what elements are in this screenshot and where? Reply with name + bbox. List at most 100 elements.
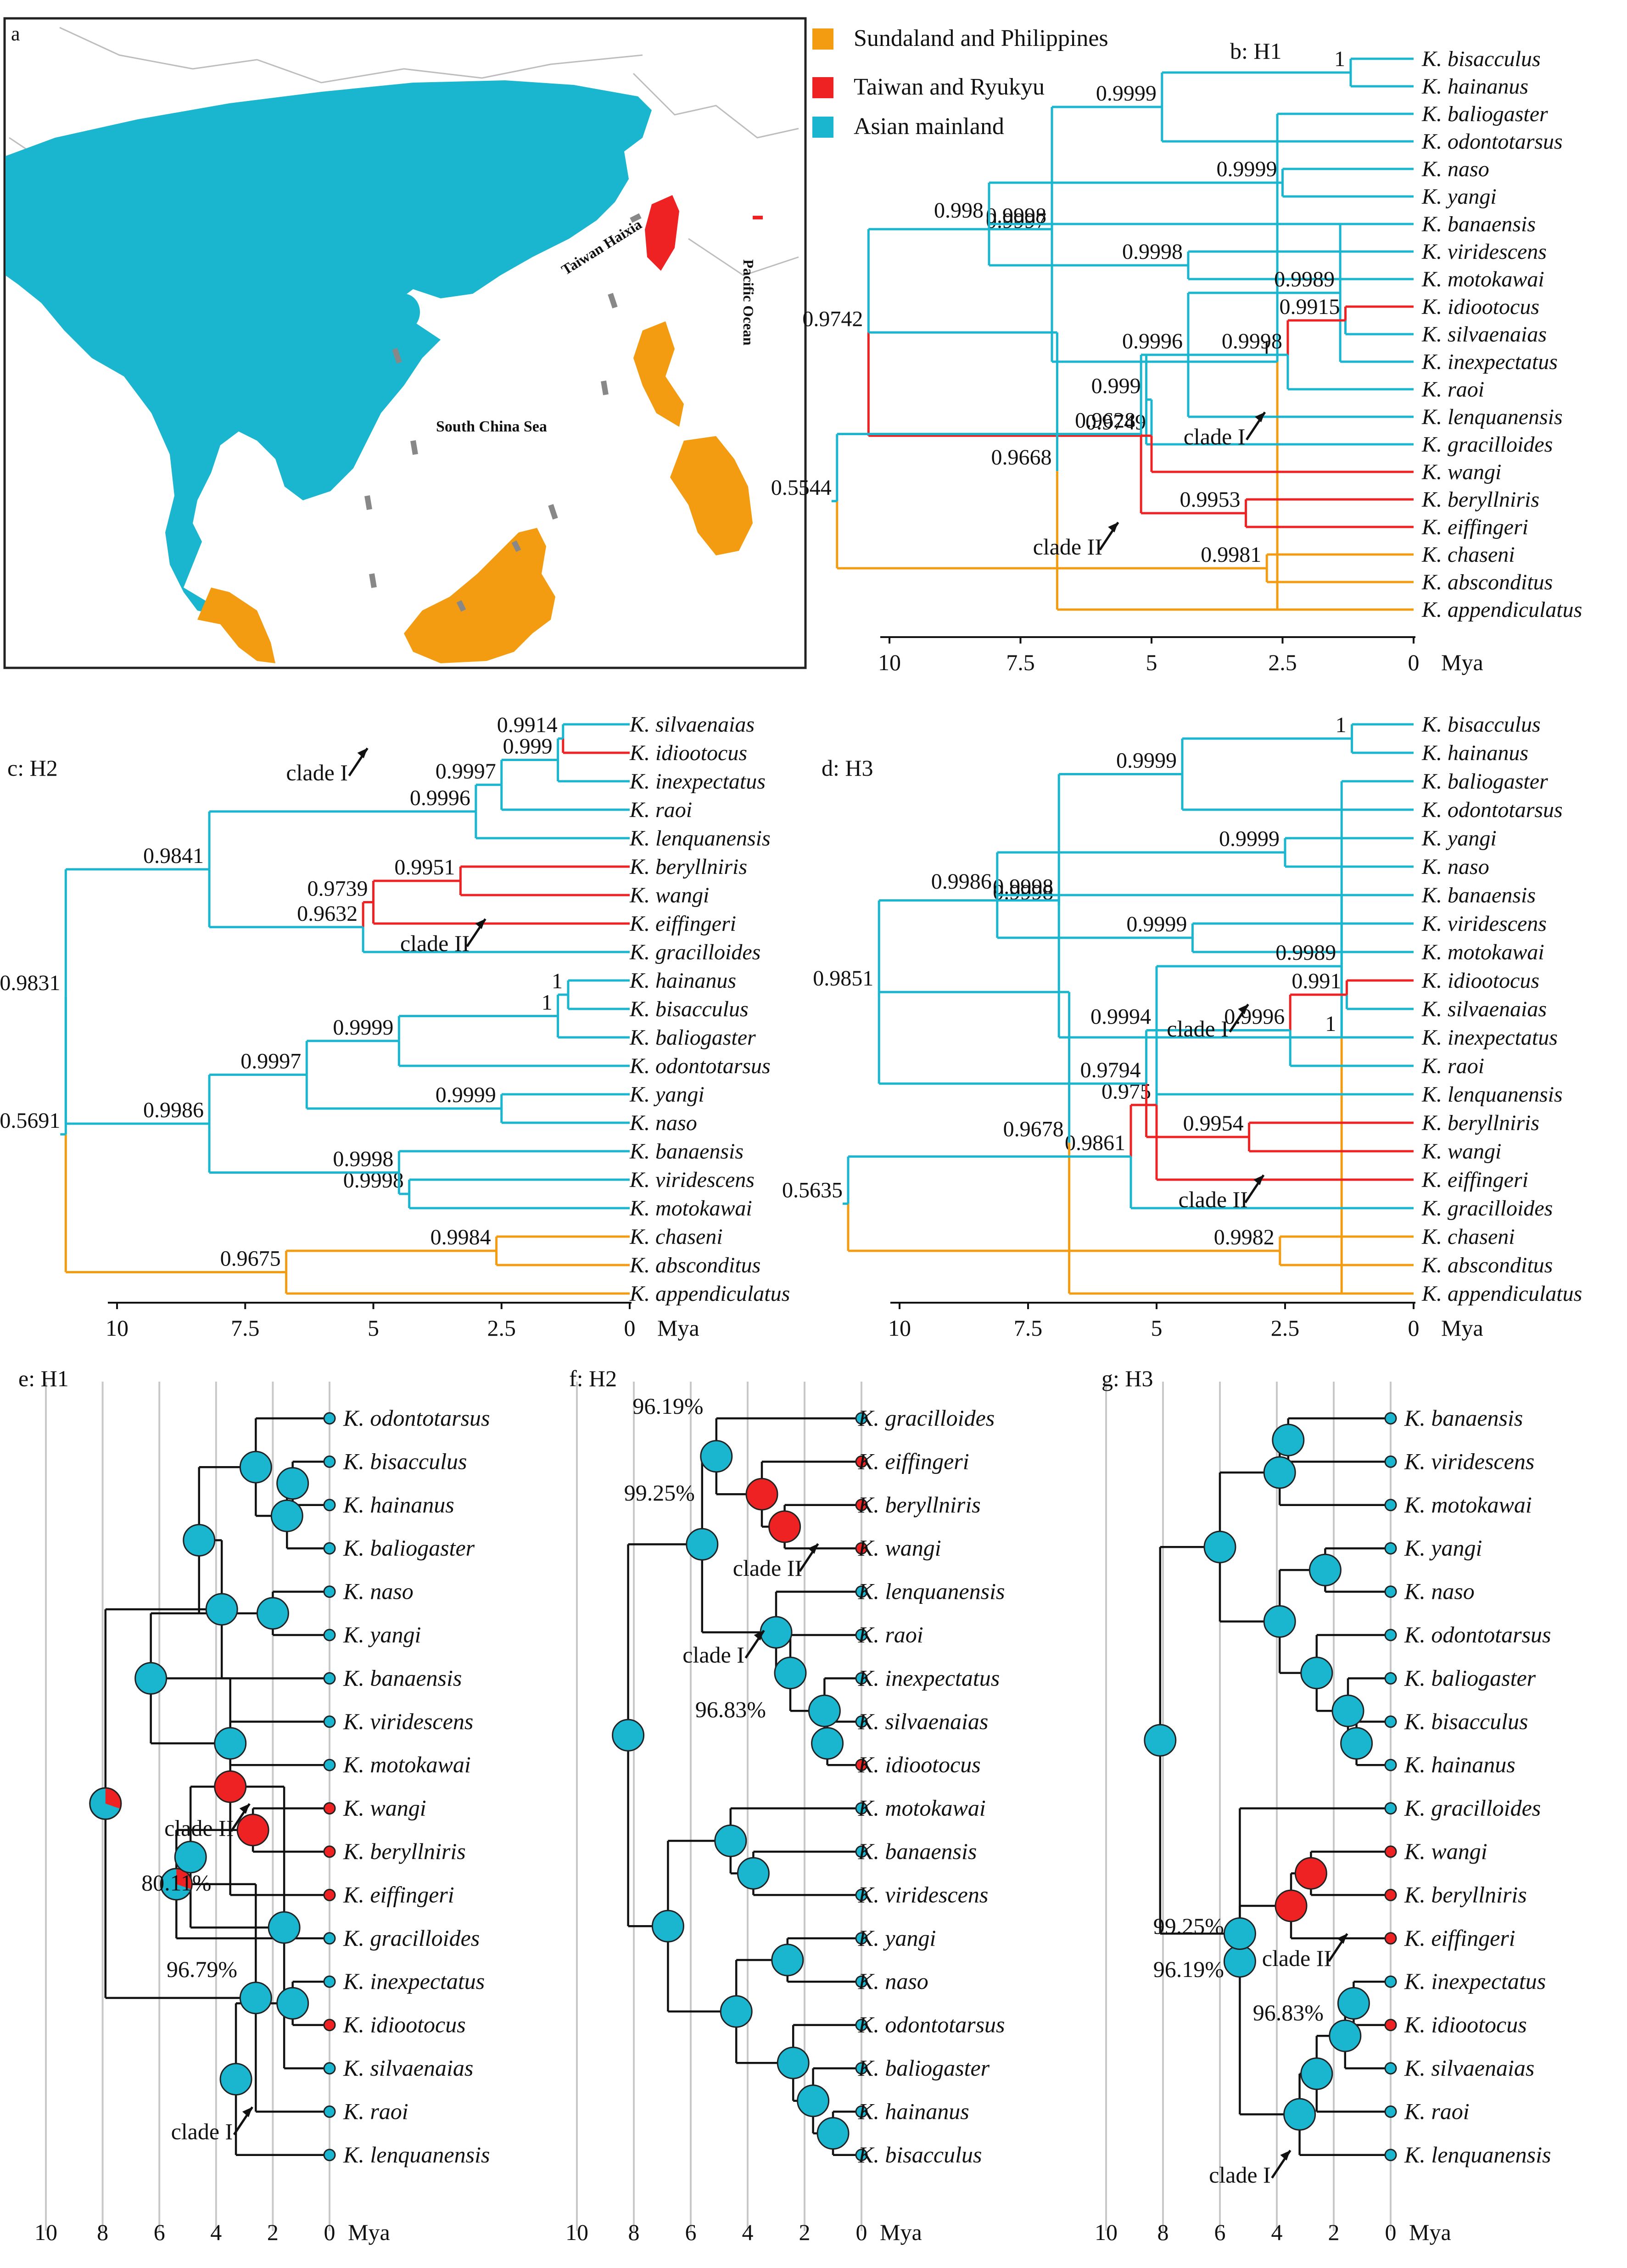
ancestral-area-pie <box>276 1987 309 2020</box>
ancestral-area-pie <box>268 1911 301 1944</box>
ancestral-area-pie <box>771 1943 804 1977</box>
tip-dot <box>1384 1629 1397 1641</box>
tree-panel-e: K. odontotarsus K. bisacculus K. hainanus K… <box>18 1366 490 2245</box>
tip-label: K. wangi <box>629 883 709 907</box>
hainan-island <box>388 294 420 330</box>
tip-label: K. hainanus <box>1421 741 1528 765</box>
axis-tick-label: 2.5 <box>1271 1315 1300 1341</box>
support-label: 0.9953 <box>1180 487 1241 512</box>
tip-dot <box>1384 1715 1397 1728</box>
taiwan-region <box>645 195 679 271</box>
tip-label: K. odontotarsus <box>629 1054 771 1078</box>
tip-label: K. odontotarsus <box>1404 1622 1551 1647</box>
support-label: 0.5635 <box>782 1178 843 1202</box>
tip-dot <box>323 1455 336 1468</box>
ancestral-area-pie <box>612 1719 645 1752</box>
tip-dot <box>323 2149 336 2162</box>
tip-label: K. wangi <box>1421 460 1501 484</box>
tip-dot <box>323 1412 336 1425</box>
tip-label: K. yangi <box>858 1925 936 1951</box>
support-label: 0.9999 <box>333 1015 393 1040</box>
ryukyu-islands <box>753 216 763 219</box>
axis-tick-label: 2 <box>1328 2219 1340 2245</box>
tip-label: K. motokawai <box>1421 940 1544 964</box>
axis-unit-label: Mya <box>1441 650 1483 675</box>
support-label: 0.999 <box>1091 374 1141 398</box>
tip-label: K. absconditus <box>1421 570 1553 594</box>
tip-label: K. banaensis <box>858 1838 977 1864</box>
tip-label: K. yangi <box>1421 826 1497 851</box>
legend-swatch-sunda <box>812 28 833 50</box>
axis-tick-label: 7.5 <box>231 1315 260 1341</box>
axis-tick-label: 10 <box>1095 2219 1118 2245</box>
annotation-label: clade I <box>1184 424 1246 449</box>
tip-dot <box>855 1845 868 1858</box>
annotation-label: clade II <box>1262 1945 1331 1971</box>
ancestral-area-pie <box>134 1662 168 1695</box>
philippines-region <box>633 321 753 555</box>
annotation-label: clade II <box>400 930 470 956</box>
clade-arrowhead <box>475 919 486 929</box>
ancestral-area-pie <box>214 1770 247 1803</box>
axis-tick-label: 8 <box>97 2219 108 2245</box>
axis-unit-label: Mya <box>1409 2219 1451 2245</box>
ancestral-area-pie <box>239 1982 272 2015</box>
tip-dot <box>1384 1585 1397 1598</box>
axis-tick-label: 0 <box>624 1315 636 1341</box>
ancestral-area-pie <box>236 1814 269 1847</box>
axis-tick-label: 8 <box>628 2219 640 2245</box>
tip-dot <box>855 1975 868 1988</box>
tip-label: K. yangi <box>1421 185 1497 209</box>
tip-label: K. hainanus <box>858 2098 969 2124</box>
tree-panel-d: 110.99990.99990.99980.99990.99980.99860.… <box>782 712 1582 1341</box>
tip-label: K. bisacculus <box>343 1448 467 1474</box>
clade-arrowhead <box>1108 522 1118 532</box>
tip-label: K. hainanus <box>343 1492 454 1518</box>
tip-label: K. hainanus <box>1421 74 1528 99</box>
tip-label: K. hainanus <box>629 969 736 993</box>
clade-arrowhead <box>1238 1004 1248 1014</box>
tip-label: K. idiootocus <box>858 1752 981 1777</box>
tip-label: K. raoi <box>858 1622 923 1647</box>
annotation-label: clade II <box>1179 1187 1248 1212</box>
tip-label: K. naso <box>1404 1579 1475 1604</box>
annotation-label: clade II <box>733 1555 802 1581</box>
axis-unit-label: Mya <box>880 2219 922 2245</box>
axis-unit-label: Mya <box>657 1315 699 1341</box>
support-label: 0.9914 <box>497 713 558 737</box>
annotation-label: 80.11% <box>141 1870 211 1895</box>
tip-label: K. raoi <box>343 2098 408 2124</box>
ancestral-area-pie <box>777 2046 810 2079</box>
axis-tick-label: 2 <box>799 2219 811 2245</box>
clade-arrowhead <box>239 1803 250 1814</box>
tip-label: K. beryllniris <box>629 855 747 879</box>
panel-title: e: H1 <box>18 1366 69 1391</box>
pie-slice <box>105 1788 121 1809</box>
annotation-label: 96.83% <box>1253 2000 1324 2026</box>
support-label: 0.9989 <box>1275 941 1336 965</box>
tip-label: K. eiffingeri <box>858 1448 969 1474</box>
tip-dot <box>855 1499 868 1512</box>
tip-dot <box>323 1672 336 1685</box>
ancestral-area-pie <box>745 1478 778 1511</box>
support-label: 0.9951 <box>394 855 455 879</box>
ancestral-area-pie <box>816 2117 850 2150</box>
support-label: 0.9675 <box>220 1247 281 1271</box>
tip-label: K. yangi <box>629 1082 704 1107</box>
annotation-label: 99.25% <box>1153 1913 1224 1939</box>
tip-dot <box>855 1758 868 1771</box>
ancestral-area-pie <box>205 1593 238 1626</box>
axis-tick-label: 10 <box>34 2219 57 2245</box>
axis-unit-label: Mya <box>1441 1315 1483 1341</box>
tip-dot <box>1384 1542 1397 1555</box>
tip-label: K. silvaenaias <box>1421 322 1547 347</box>
tip-label: K. motokawai <box>1421 267 1544 291</box>
support-label: 0.9984 <box>431 1225 491 1249</box>
clade-arrowhead <box>1253 1175 1264 1185</box>
ancestral-area-pie <box>1308 1553 1342 1586</box>
south-china-sea-label: South China Sea <box>436 418 547 435</box>
tip-label: K. idiootocus <box>629 741 747 765</box>
tree-panel-b: 110.99990.99990.99970.99980.99980.9980.9… <box>771 38 1582 675</box>
clade-arrowhead <box>242 2107 252 2117</box>
annotation-label: clade I <box>682 1642 744 1668</box>
